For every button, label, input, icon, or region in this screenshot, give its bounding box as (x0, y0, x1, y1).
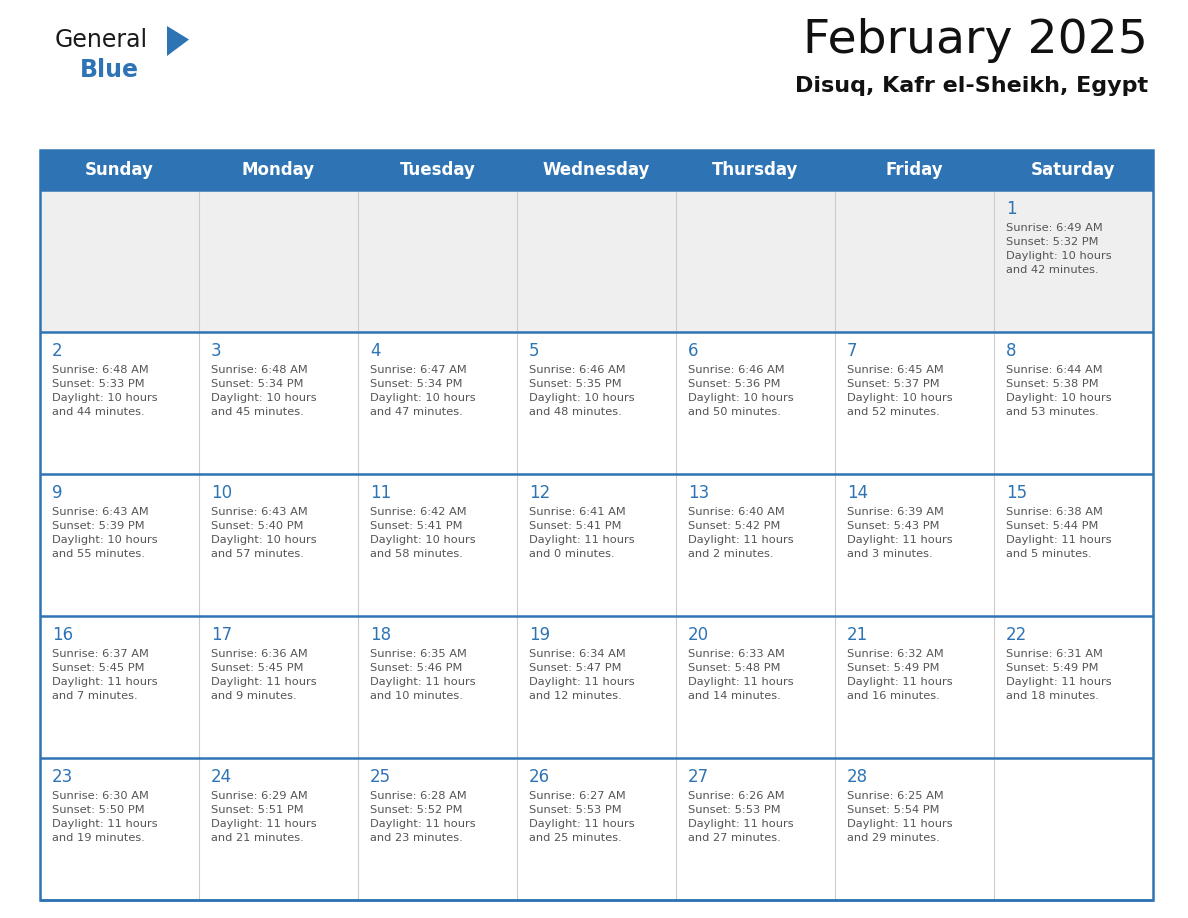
Text: 16: 16 (52, 626, 74, 644)
Text: February 2025: February 2025 (803, 18, 1148, 63)
Text: Sunrise: 6:35 AM
Sunset: 5:46 PM
Daylight: 11 hours
and 10 minutes.: Sunrise: 6:35 AM Sunset: 5:46 PM Dayligh… (369, 649, 475, 701)
Polygon shape (168, 26, 189, 56)
Text: 12: 12 (529, 484, 550, 502)
Text: 19: 19 (529, 626, 550, 644)
Bar (40, 758, 1154, 900)
Text: Sunrise: 6:26 AM
Sunset: 5:53 PM
Daylight: 11 hours
and 27 minutes.: Sunrise: 6:26 AM Sunset: 5:53 PM Dayligh… (688, 791, 794, 843)
Text: Sunrise: 6:47 AM
Sunset: 5:34 PM
Daylight: 10 hours
and 47 minutes.: Sunrise: 6:47 AM Sunset: 5:34 PM Dayligh… (369, 365, 475, 417)
Text: 3: 3 (211, 342, 222, 360)
Text: 11: 11 (369, 484, 391, 502)
Text: Sunrise: 6:48 AM
Sunset: 5:33 PM
Daylight: 10 hours
and 44 minutes.: Sunrise: 6:48 AM Sunset: 5:33 PM Dayligh… (52, 365, 158, 417)
Text: Sunrise: 6:29 AM
Sunset: 5:51 PM
Daylight: 11 hours
and 21 minutes.: Sunrise: 6:29 AM Sunset: 5:51 PM Dayligh… (211, 791, 317, 843)
Text: 15: 15 (1006, 484, 1028, 502)
Text: Friday: Friday (886, 161, 943, 179)
Text: Sunrise: 6:31 AM
Sunset: 5:49 PM
Daylight: 11 hours
and 18 minutes.: Sunrise: 6:31 AM Sunset: 5:49 PM Dayligh… (1006, 649, 1112, 701)
Text: Sunrise: 6:25 AM
Sunset: 5:54 PM
Daylight: 11 hours
and 29 minutes.: Sunrise: 6:25 AM Sunset: 5:54 PM Dayligh… (847, 791, 953, 843)
Text: Sunrise: 6:41 AM
Sunset: 5:41 PM
Daylight: 11 hours
and 0 minutes.: Sunrise: 6:41 AM Sunset: 5:41 PM Dayligh… (529, 507, 634, 559)
Text: General: General (55, 28, 148, 52)
Bar (40, 150, 1154, 900)
Text: 23: 23 (52, 768, 74, 786)
Text: 14: 14 (847, 484, 868, 502)
Text: 1: 1 (1006, 200, 1017, 218)
Text: 26: 26 (529, 768, 550, 786)
Text: 8: 8 (1006, 342, 1017, 360)
Text: Saturday: Saturday (1031, 161, 1116, 179)
Text: Sunrise: 6:49 AM
Sunset: 5:32 PM
Daylight: 10 hours
and 42 minutes.: Sunrise: 6:49 AM Sunset: 5:32 PM Dayligh… (1006, 223, 1112, 275)
Bar (40, 190, 1154, 332)
Text: 27: 27 (688, 768, 709, 786)
Text: 7: 7 (847, 342, 858, 360)
Text: 10: 10 (211, 484, 232, 502)
Text: 24: 24 (211, 768, 232, 786)
Text: Sunrise: 6:46 AM
Sunset: 5:35 PM
Daylight: 10 hours
and 48 minutes.: Sunrise: 6:46 AM Sunset: 5:35 PM Dayligh… (529, 365, 634, 417)
Text: 20: 20 (688, 626, 709, 644)
Text: Thursday: Thursday (713, 161, 798, 179)
Text: Wednesday: Wednesday (543, 161, 650, 179)
Text: Sunrise: 6:27 AM
Sunset: 5:53 PM
Daylight: 11 hours
and 25 minutes.: Sunrise: 6:27 AM Sunset: 5:53 PM Dayligh… (529, 791, 634, 843)
Text: Sunday: Sunday (86, 161, 154, 179)
Text: Monday: Monday (242, 161, 315, 179)
Text: 5: 5 (529, 342, 539, 360)
Text: Sunrise: 6:34 AM
Sunset: 5:47 PM
Daylight: 11 hours
and 12 minutes.: Sunrise: 6:34 AM Sunset: 5:47 PM Dayligh… (529, 649, 634, 701)
Text: 4: 4 (369, 342, 380, 360)
Text: Sunrise: 6:43 AM
Sunset: 5:40 PM
Daylight: 10 hours
and 57 minutes.: Sunrise: 6:43 AM Sunset: 5:40 PM Dayligh… (211, 507, 317, 559)
Text: Sunrise: 6:30 AM
Sunset: 5:50 PM
Daylight: 11 hours
and 19 minutes.: Sunrise: 6:30 AM Sunset: 5:50 PM Dayligh… (52, 791, 158, 843)
Text: 6: 6 (688, 342, 699, 360)
Text: 28: 28 (847, 768, 868, 786)
Text: Sunrise: 6:37 AM
Sunset: 5:45 PM
Daylight: 11 hours
and 7 minutes.: Sunrise: 6:37 AM Sunset: 5:45 PM Dayligh… (52, 649, 158, 701)
Text: Blue: Blue (80, 58, 139, 82)
Text: Sunrise: 6:45 AM
Sunset: 5:37 PM
Daylight: 10 hours
and 52 minutes.: Sunrise: 6:45 AM Sunset: 5:37 PM Dayligh… (847, 365, 953, 417)
Text: Tuesday: Tuesday (399, 161, 475, 179)
Text: Sunrise: 6:38 AM
Sunset: 5:44 PM
Daylight: 11 hours
and 5 minutes.: Sunrise: 6:38 AM Sunset: 5:44 PM Dayligh… (1006, 507, 1112, 559)
Text: Sunrise: 6:46 AM
Sunset: 5:36 PM
Daylight: 10 hours
and 50 minutes.: Sunrise: 6:46 AM Sunset: 5:36 PM Dayligh… (688, 365, 794, 417)
Text: Sunrise: 6:43 AM
Sunset: 5:39 PM
Daylight: 10 hours
and 55 minutes.: Sunrise: 6:43 AM Sunset: 5:39 PM Dayligh… (52, 507, 158, 559)
Bar (40, 332, 1154, 474)
Text: Sunrise: 6:36 AM
Sunset: 5:45 PM
Daylight: 11 hours
and 9 minutes.: Sunrise: 6:36 AM Sunset: 5:45 PM Dayligh… (211, 649, 317, 701)
Text: 22: 22 (1006, 626, 1028, 644)
Text: Sunrise: 6:40 AM
Sunset: 5:42 PM
Daylight: 11 hours
and 2 minutes.: Sunrise: 6:40 AM Sunset: 5:42 PM Dayligh… (688, 507, 794, 559)
Text: Sunrise: 6:33 AM
Sunset: 5:48 PM
Daylight: 11 hours
and 14 minutes.: Sunrise: 6:33 AM Sunset: 5:48 PM Dayligh… (688, 649, 794, 701)
Bar (40, 150, 1154, 190)
Text: Sunrise: 6:48 AM
Sunset: 5:34 PM
Daylight: 10 hours
and 45 minutes.: Sunrise: 6:48 AM Sunset: 5:34 PM Dayligh… (211, 365, 317, 417)
Bar (40, 474, 1154, 616)
Bar (40, 616, 1154, 758)
Text: Sunrise: 6:32 AM
Sunset: 5:49 PM
Daylight: 11 hours
and 16 minutes.: Sunrise: 6:32 AM Sunset: 5:49 PM Dayligh… (847, 649, 953, 701)
Text: 13: 13 (688, 484, 709, 502)
Text: Disuq, Kafr el-Sheikh, Egypt: Disuq, Kafr el-Sheikh, Egypt (795, 76, 1148, 96)
Text: 25: 25 (369, 768, 391, 786)
Text: Sunrise: 6:28 AM
Sunset: 5:52 PM
Daylight: 11 hours
and 23 minutes.: Sunrise: 6:28 AM Sunset: 5:52 PM Dayligh… (369, 791, 475, 843)
Text: 18: 18 (369, 626, 391, 644)
Text: 2: 2 (52, 342, 63, 360)
Text: Sunrise: 6:44 AM
Sunset: 5:38 PM
Daylight: 10 hours
and 53 minutes.: Sunrise: 6:44 AM Sunset: 5:38 PM Dayligh… (1006, 365, 1112, 417)
Text: 21: 21 (847, 626, 868, 644)
Text: 9: 9 (52, 484, 63, 502)
Text: 17: 17 (211, 626, 232, 644)
Text: Sunrise: 6:39 AM
Sunset: 5:43 PM
Daylight: 11 hours
and 3 minutes.: Sunrise: 6:39 AM Sunset: 5:43 PM Dayligh… (847, 507, 953, 559)
Text: Sunrise: 6:42 AM
Sunset: 5:41 PM
Daylight: 10 hours
and 58 minutes.: Sunrise: 6:42 AM Sunset: 5:41 PM Dayligh… (369, 507, 475, 559)
